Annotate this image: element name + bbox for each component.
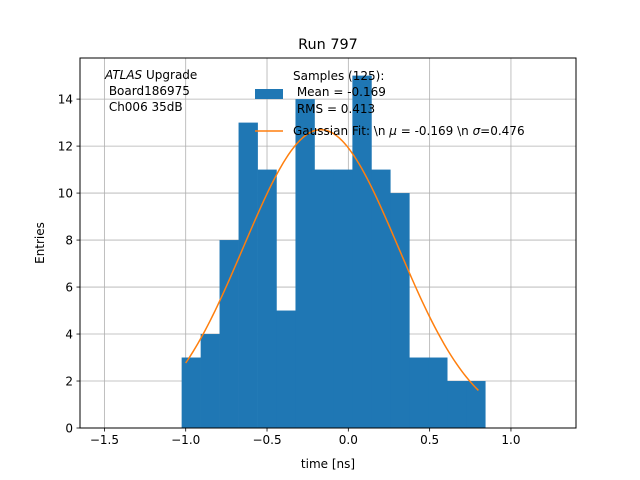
histogram-bar [257,169,277,429]
x-tick-label: −0.5 [252,433,281,447]
histogram-bar [219,240,239,428]
legend-hist-label-line-2: Mean = -0.169 [293,85,386,99]
chart-title: Run 797 [298,37,358,53]
legend-fit-sigma: σ [473,124,481,138]
histogram-bar [295,99,315,428]
annotation-line-2: Board186975 [105,84,190,98]
legend: Samples (125): Mean = -0.169 RMS = 0.413… [255,69,525,138]
histogram-bar [333,169,353,429]
x-tick-label: 0.5 [420,433,439,447]
y-tick-label: 12 [58,140,73,154]
histogram-bar [409,357,429,428]
y-tick-label: 2 [65,375,73,389]
annotation-line-3: Ch006 35dB [105,100,183,114]
legend-fit-label: Gaussian Fit: \n μ = -0.169 \n σ=0.476 [293,124,525,138]
annotation-atlas-italic: ATLAS [104,68,143,82]
x-tick-label: 1.0 [501,433,520,447]
atlas-annotation: ATLAS Upgrade Board186975 Ch006 35dB [104,68,197,114]
histogram-bar [276,310,296,428]
y-tick-label: 14 [58,93,73,107]
histogram-bar [466,381,486,428]
histogram-bar [428,357,448,428]
fit-line [185,128,479,391]
histogram-bar [390,193,410,428]
y-tick-label: 10 [58,187,73,201]
histogram-bar [447,381,467,428]
histogram-bar [314,169,334,429]
histogram-bar [352,75,372,428]
annotation-upgrade: Upgrade [142,68,197,82]
annotation-line-1: ATLAS Upgrade [104,68,197,82]
gaussian-fit-curve [185,128,479,391]
grid-lines [80,58,576,429]
histogram-bar [371,169,391,429]
x-tick-label: −1.0 [171,433,200,447]
histogram-bar [200,334,220,428]
legend-fit-mu: μ [388,124,397,138]
legend-fit-label-middle: = -0.169 \n [397,124,473,138]
plot-frame [79,57,577,429]
histogram-bar [181,357,201,428]
legend-fit-label-before: Gaussian Fit: \n [293,124,389,138]
x-tick-label: 0.0 [339,433,358,447]
x-axis-ticks: −1.5 −1.0 −0.5 0.0 0.5 1.0 [90,428,520,447]
legend-hist-label-line-1: Samples (125): [293,69,384,83]
legend-hist-swatch [255,89,283,99]
legend-fit-label-after: =0.476 [480,124,524,138]
y-axis-ticks: 0 2 4 6 8 10 12 14 [58,93,80,436]
legend-hist-label-line-3: RMS = 0.413 [293,102,375,116]
y-tick-label: 4 [65,328,73,342]
y-axis-label: Entries [33,222,47,264]
x-tick-label: −1.5 [90,433,119,447]
histogram-bars [181,75,486,429]
y-tick-label: 0 [65,422,73,436]
histogram-bar [238,122,258,428]
y-tick-label: 6 [65,281,73,295]
x-axis-label: time [ns] [301,457,355,471]
y-tick-label: 8 [65,234,73,248]
